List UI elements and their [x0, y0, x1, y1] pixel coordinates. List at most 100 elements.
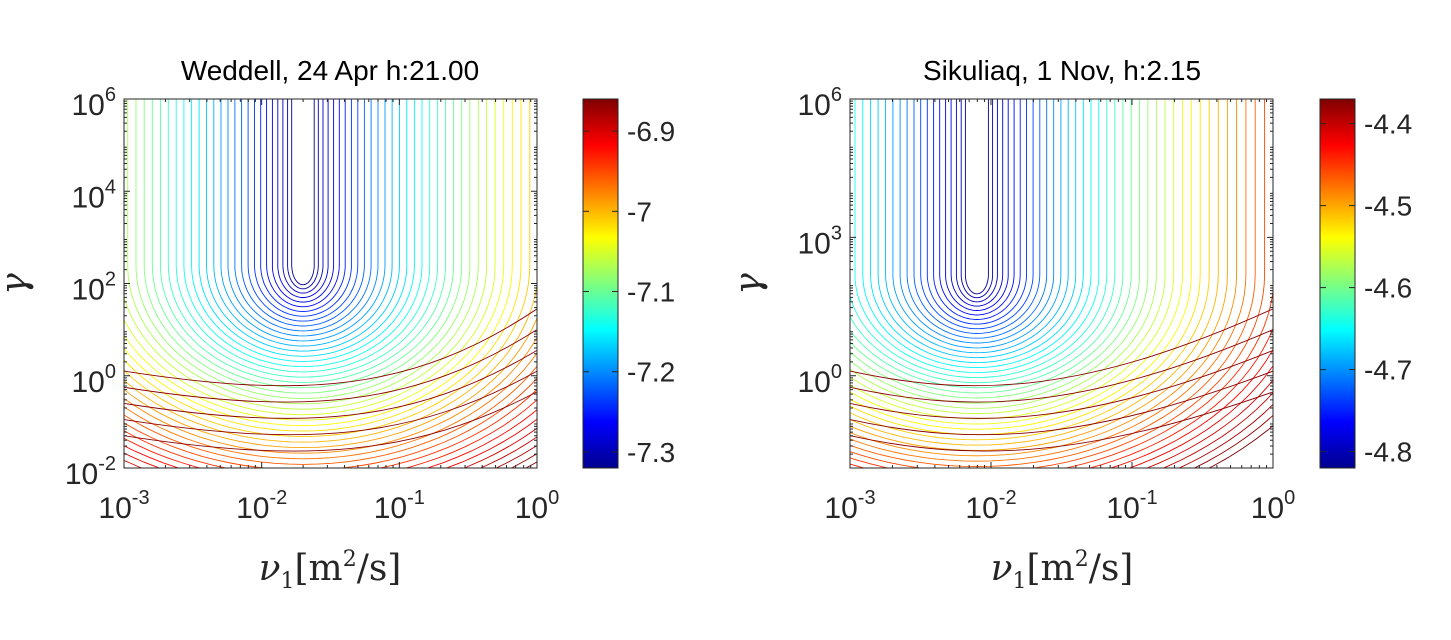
contour-line — [1178, 403, 1273, 468]
panel-title: Weddell, 24 Apr h:21.00 — [181, 55, 479, 86]
contour-line — [945, 99, 1009, 311]
contour-line — [960, 99, 994, 299]
x-tick-label: 10-1 — [374, 487, 425, 525]
contour-line — [198, 99, 408, 357]
contour-lines — [850, 99, 1273, 468]
contour-line — [850, 349, 1273, 419]
contour-line — [850, 99, 1124, 389]
contour-line — [124, 99, 505, 421]
contour-line — [933, 99, 1021, 320]
contour-line — [850, 391, 1273, 452]
panel-sikuliaq: Sikuliaq, 1 Nov, h:2.15 10-3 10-2 10-1 100 … — [728, 55, 1412, 594]
y-tick-label: 106 — [798, 84, 843, 122]
contour-line — [191, 99, 415, 362]
contour-line — [124, 282, 537, 443]
contour-line — [870, 99, 1084, 364]
colorbar-frame — [582, 98, 619, 469]
contour-line — [850, 99, 1256, 467]
contour-line — [850, 99, 1266, 468]
y-tick-label: 100 — [798, 361, 843, 399]
x-tick-label: 10-2 — [965, 487, 1016, 525]
contour-line — [850, 99, 1108, 379]
y-tick-label: 103 — [798, 222, 843, 260]
y-tick-label: 104 — [72, 176, 117, 214]
contour-line — [850, 99, 1210, 441]
x-axis-label: ν1[m2/s] — [991, 547, 1134, 594]
contour-line — [213, 99, 393, 347]
x-tick-label: 100 — [1251, 487, 1296, 525]
contour-line — [850, 99, 1132, 394]
contour-line — [850, 99, 1238, 457]
contour-line — [850, 99, 1166, 414]
contour-line — [955, 99, 998, 303]
contour-line — [124, 99, 522, 432]
colorbar: -6.9 -7 -7.1 -7.2 -7.3 — [582, 98, 675, 469]
contour-line — [159, 99, 446, 383]
colorbar-tick-label: -7.1 — [627, 277, 675, 308]
colorbar-tick-label: -7.2 — [627, 357, 675, 388]
x-axis: 10-3 10-2 10-1 100 — [98, 99, 559, 525]
colorbar-frame — [1319, 98, 1356, 469]
colorbar-tick-label: -4.7 — [1364, 355, 1412, 386]
x-tick-label: 10-1 — [1106, 487, 1157, 525]
contour-line — [124, 336, 537, 454]
contour-line — [135, 99, 471, 399]
contour-line — [850, 99, 1219, 446]
contour-line — [899, 99, 1055, 344]
y-tick-label: 102 — [72, 269, 117, 307]
colorbar-gradient — [583, 99, 618, 468]
contour-line — [124, 99, 513, 427]
contour-line — [124, 99, 531, 438]
contour-line — [1109, 348, 1273, 468]
contour-line — [151, 99, 455, 389]
contour-line — [143, 99, 463, 394]
contour-line — [885, 99, 1069, 354]
contour-line — [282, 99, 324, 294]
contour-line — [850, 370, 1273, 436]
y-axis-label: γ — [0, 273, 35, 295]
contour-line — [850, 327, 1273, 468]
contour-line — [850, 99, 1183, 425]
y-axis: 100 103 106 — [798, 84, 1273, 455]
panel-weddell: Weddell, 24 Apr h:21.00 10-3 10-2 10-1 100 … — [0, 55, 675, 594]
x-axis-label: ν1[m2/s] — [259, 547, 402, 594]
contour-line — [124, 99, 488, 410]
colorbar-tick-label: -4.5 — [1364, 191, 1412, 222]
contour-line — [850, 308, 1273, 387]
contour-line — [850, 99, 1247, 462]
x-tick-label: 10-3 — [824, 487, 875, 525]
contour-line — [124, 99, 496, 416]
contour-line — [906, 99, 1048, 339]
contour-line — [227, 99, 379, 337]
contour-line — [175, 99, 431, 373]
contour-line — [862, 99, 1092, 369]
contour-line — [241, 99, 365, 327]
x-tick-label: 100 — [515, 487, 560, 525]
contour-line — [950, 99, 1004, 307]
colorbar-tick-label: -6.9 — [627, 116, 675, 147]
contour-line — [183, 99, 423, 368]
contour-line — [124, 316, 537, 449]
contour-line — [124, 308, 537, 387]
contour-line — [206, 99, 400, 352]
x-axis: 10-3 10-2 10-1 100 — [824, 99, 1295, 525]
contour-line — [271, 99, 335, 303]
contour-line — [127, 99, 479, 405]
contour-line — [850, 99, 1149, 404]
panel-title: Sikuliaq, 1 Nov, h:2.15 — [923, 55, 1201, 86]
contour-line — [124, 350, 537, 419]
contour-line — [892, 99, 1062, 349]
colorbar: -4.4 -4.5 -4.6 -4.7 -4.8 — [1319, 98, 1412, 469]
contour-line — [266, 99, 340, 308]
contour-line — [124, 352, 537, 460]
y-tick-label: 106 — [72, 84, 117, 122]
contour-line — [124, 370, 537, 436]
contour-line — [247, 99, 359, 322]
contour-line — [850, 99, 1157, 409]
contour-line — [1128, 365, 1273, 468]
contour-line — [124, 329, 537, 403]
contour-line — [167, 99, 439, 378]
colorbar-tick-label: -4.6 — [1364, 273, 1412, 304]
colorbar-tick-label: -7.3 — [627, 437, 675, 468]
contour-line — [291, 99, 315, 286]
